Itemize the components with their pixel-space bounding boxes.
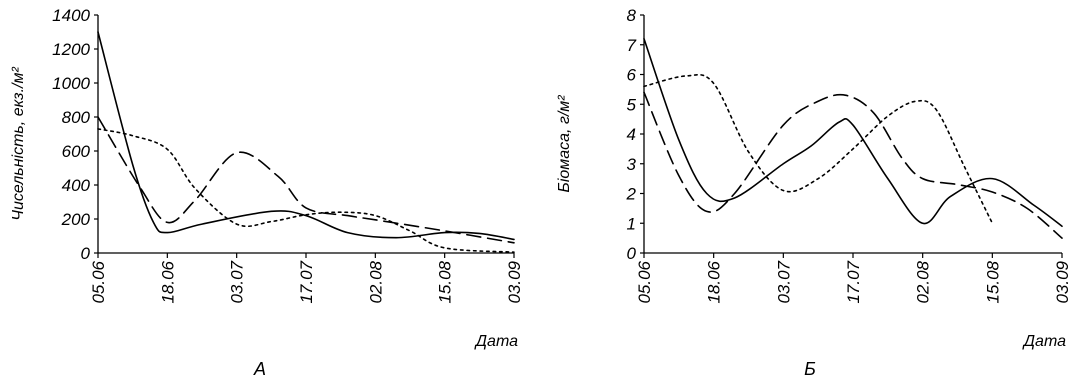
y-tick-label: 200 (61, 210, 91, 229)
x-tick-label: 02.08 (366, 260, 385, 303)
series-line-solid (97, 31, 515, 241)
y-tick-label: 400 (62, 176, 91, 195)
y-tick-label: 1200 (52, 40, 90, 59)
y-axis-title: Біомаса, г/м² (556, 95, 573, 193)
y-tick-label: 3 (627, 155, 637, 174)
x-tick-label: 17.07 (844, 260, 863, 303)
x-axis-title: Дата (1022, 333, 1066, 350)
x-tick-label: 15.08 (983, 260, 1002, 303)
y-tick-label: 600 (62, 142, 91, 161)
x-tick-label: 05.06 (635, 260, 654, 303)
y-tick-label: 4 (627, 125, 636, 144)
x-tick-label: 03.09 (505, 260, 524, 303)
chart-panel-1: 0 200 400 600 800 1000 1200 1400 05.06 18.06 03.07… (10, 6, 524, 379)
y-tick-label: 1 (627, 214, 636, 233)
y-tick-label: 800 (62, 108, 91, 127)
y-tick-label: 1400 (52, 6, 90, 25)
y-tick-label: 6 (627, 66, 637, 85)
y-tick-label: 1000 (52, 74, 90, 93)
y-tick-label: 7 (627, 36, 637, 55)
x-tick-label: 17.07 (297, 260, 316, 303)
y-tick-label: 2 (626, 185, 637, 204)
x-tick-label: 18.06 (705, 260, 724, 303)
x-tick-label: 15.08 (436, 260, 455, 303)
series-line-dotted (643, 73, 994, 225)
y-tick-label: 0 (627, 244, 637, 263)
x-tick-label: 03.07 (774, 260, 793, 303)
panel-label: Б (804, 359, 816, 379)
x-tick-label: 05.06 (89, 260, 108, 303)
series-line-solid (643, 38, 1063, 228)
series-line-dashed (97, 116, 515, 244)
x-axis-title: Дата (474, 333, 518, 350)
x-tick-label: 18.06 (158, 260, 177, 303)
x-tick-label: 02.08 (914, 260, 933, 303)
y-axis-title: Чисельність, екз./м² (10, 67, 27, 221)
panel-label: А (253, 359, 266, 379)
series-line-dashed (643, 91, 1063, 239)
y-tick-label: 5 (627, 95, 637, 114)
series-line-dotted (97, 128, 515, 253)
x-tick-label: 03.07 (228, 260, 247, 303)
y-tick-label: 8 (627, 6, 637, 25)
y-tick-label: 0 (81, 244, 91, 263)
x-tick-label: 03.09 (1053, 260, 1072, 303)
chart-panel-2: 0 1 2 3 4 5 6 7 8 05.06 18.06 03.07 17.07 02.08 15.08 0… (556, 6, 1072, 379)
